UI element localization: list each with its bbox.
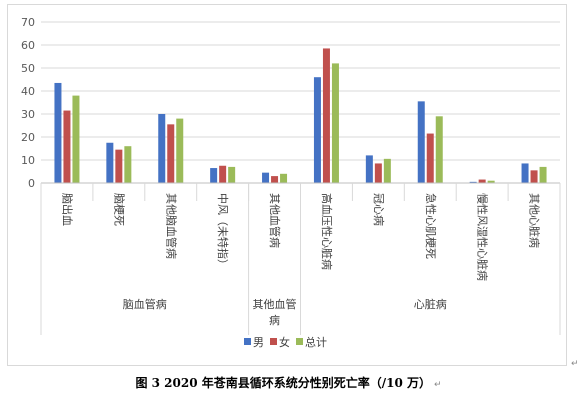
bar-女-其他心脏病 — [530, 170, 538, 183]
group-label: 脑血管病 — [123, 297, 167, 311]
y-tick-label: 50 — [21, 62, 35, 75]
bar-总计-其他心脏病 — [539, 166, 547, 183]
bar-chart: 010203040506070脑出血 脑梗死 其他脑血管病 中风（未特指） 其他血管病高… — [21, 16, 561, 349]
bar-女-脑出血 — [63, 110, 71, 183]
category-label: 其他血管病 — [268, 193, 282, 248]
group-label: 病 — [269, 313, 280, 327]
y-tick-label: 0 — [28, 177, 35, 190]
legend-label: 总计 — [305, 335, 327, 349]
bar-总计-慢性风湿性心脏病 — [487, 180, 495, 183]
bar-女-急性心肌梗死 — [426, 133, 434, 183]
bar-男-脑梗死 — [106, 142, 114, 183]
bar-总计-脑梗死 — [124, 146, 132, 183]
bar-男-脑出血 — [54, 82, 62, 183]
figure-caption-block: 图 3 2020 年苍南县循环系统分性别死亡率（/10 万） ↵ — [0, 372, 577, 394]
caption-paragraph-mark: ↵ — [434, 380, 442, 390]
category-label: 脑梗死 — [112, 193, 126, 226]
bar-男-其他脑血管病 — [158, 114, 166, 183]
bar-男-冠心病 — [365, 155, 373, 183]
legend-swatch-男 — [244, 338, 251, 345]
bar-女-高血压性心脏病 — [322, 48, 330, 184]
bar-女-慢性风湿性心脏病 — [478, 179, 486, 183]
bar-总计-中风（未特指） — [228, 166, 236, 183]
legend-label: 女 — [279, 335, 290, 349]
bar-男-中风（未特指） — [210, 168, 218, 183]
bar-总计-其他血管病 — [280, 173, 288, 183]
chart-frame: 0 10 20 30 40 50 60 70 脑出血 脑梗死 其他脑血管病 中风（未特指） 其他血管病高… — [7, 4, 577, 369]
y-tick-label: 10 — [21, 154, 35, 167]
bar-总计-冠心病 — [383, 158, 391, 183]
legend-swatch-总计 — [296, 338, 303, 345]
y-tick-label: 30 — [21, 108, 35, 121]
bar-女-冠心病 — [374, 163, 382, 183]
category-label: 慢性风湿性心脏病 — [476, 193, 490, 281]
bar-女-中风（未特指） — [219, 165, 227, 183]
category-label: 中风（未特指） — [216, 193, 230, 270]
category-label: 其他脑血管病 — [164, 193, 178, 259]
bar-男-急性心肌梗死 — [417, 101, 425, 183]
category-label: 冠心病 — [372, 193, 386, 226]
bar-男-其他心脏病 — [521, 163, 529, 183]
paragraph-mark: ↵ — [571, 359, 577, 369]
group-label: 心脏病 — [414, 297, 447, 311]
legend-swatch-女 — [270, 338, 277, 345]
category-label: 高血压性心脏病 — [320, 193, 334, 270]
y-tick-label: 20 — [21, 131, 35, 144]
y-tick-label: 40 — [21, 85, 35, 98]
bar-男-其他血管病 — [262, 172, 270, 183]
bar-女-脑梗死 — [115, 149, 123, 183]
y-tick-label: 60 — [21, 39, 35, 52]
y-tick-label: 70 — [21, 16, 35, 29]
category-label: 其他心脏病 — [528, 193, 542, 248]
bar-总计-急性心肌梗死 — [435, 116, 443, 183]
figure-caption: 图 3 2020 年苍南县循环系统分性别死亡率（/10 万） — [135, 376, 431, 390]
bar-总计-高血压性心脏病 — [331, 63, 339, 183]
bar-男-高血压性心脏病 — [313, 77, 321, 183]
group-label: 其他血管 — [253, 297, 297, 311]
bar-总计-脑出血 — [72, 95, 80, 183]
category-label: 脑出血 — [60, 193, 74, 226]
bar-女-其他脑血管病 — [167, 124, 175, 183]
bar-总计-其他脑血管病 — [176, 118, 184, 183]
bar-男-慢性风湿性心脏病 — [469, 181, 477, 183]
bar-女-其他血管病 — [271, 176, 279, 183]
category-label: 急性心肌梗死 — [424, 193, 438, 259]
legend-label: 男 — [253, 336, 264, 349]
